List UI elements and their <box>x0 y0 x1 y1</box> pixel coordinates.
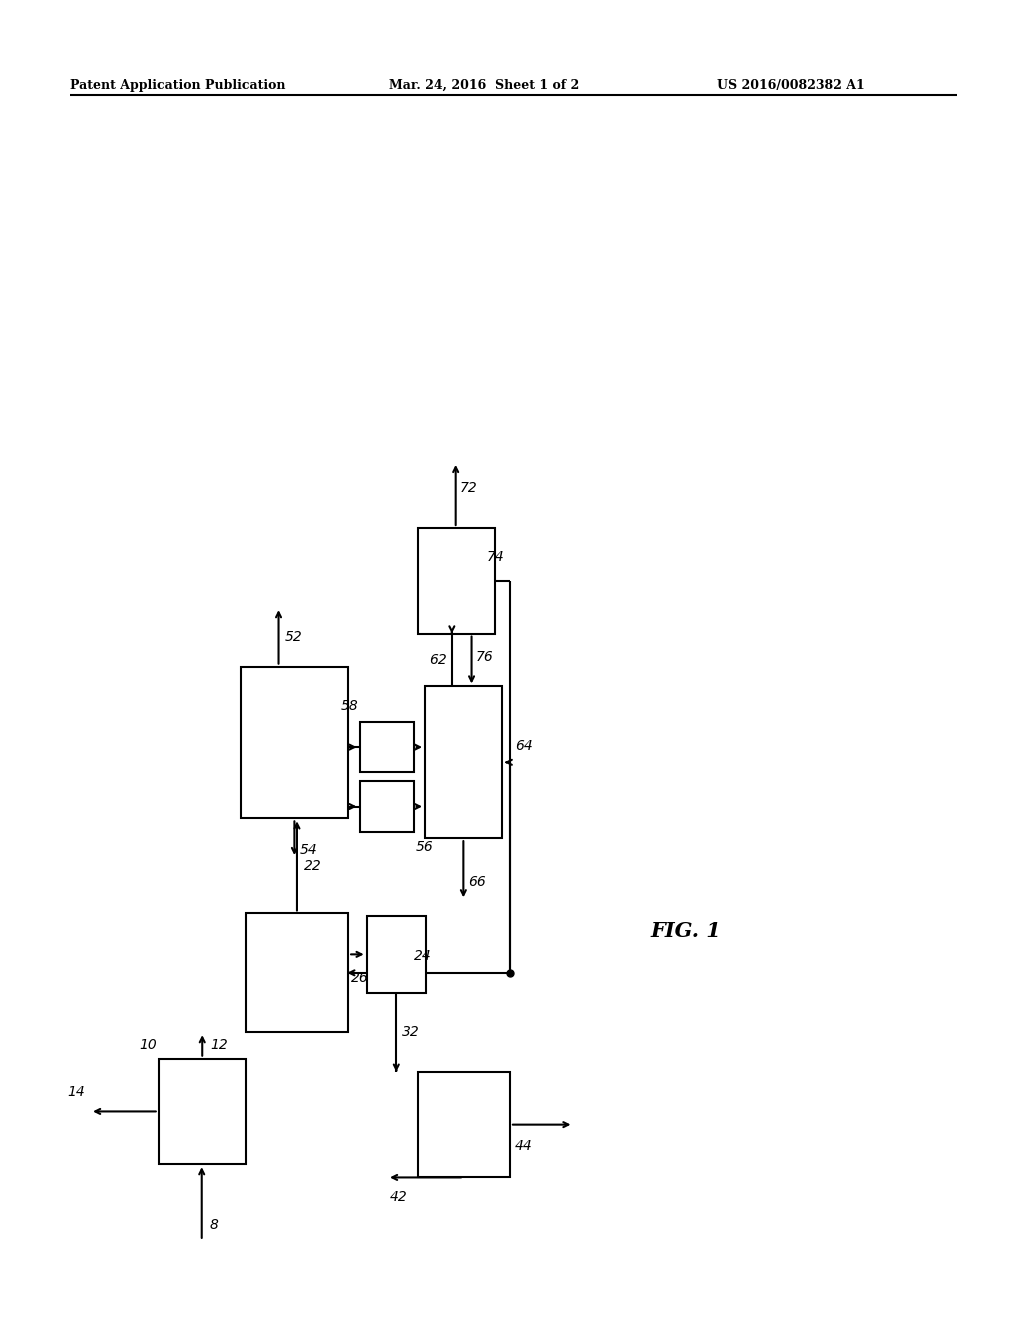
Text: 10: 10 <box>139 1039 157 1052</box>
Text: 64: 64 <box>515 739 532 754</box>
Text: 14: 14 <box>68 1085 85 1098</box>
Text: 58: 58 <box>341 700 358 713</box>
Text: US 2016/0082382 A1: US 2016/0082382 A1 <box>717 79 864 92</box>
Bar <box>241 667 348 818</box>
Bar <box>159 1059 246 1164</box>
Text: 52: 52 <box>285 630 302 644</box>
Bar <box>425 686 502 838</box>
Bar <box>360 781 414 832</box>
Text: Patent Application Publication: Patent Application Publication <box>70 79 285 92</box>
Bar <box>367 916 426 993</box>
Text: 72: 72 <box>460 482 477 495</box>
Text: FIG. 1: FIG. 1 <box>650 920 721 941</box>
Bar <box>418 528 495 634</box>
Text: 8: 8 <box>210 1218 219 1232</box>
Text: 26: 26 <box>351 972 369 985</box>
Text: 42: 42 <box>390 1191 408 1204</box>
Text: 12: 12 <box>211 1039 228 1052</box>
Text: 66: 66 <box>468 875 486 890</box>
Text: 24: 24 <box>414 949 431 962</box>
Text: Mar. 24, 2016  Sheet 1 of 2: Mar. 24, 2016 Sheet 1 of 2 <box>389 79 580 92</box>
Bar <box>246 913 348 1032</box>
Text: 56: 56 <box>416 841 433 854</box>
Text: 32: 32 <box>402 1026 420 1039</box>
Text: 62: 62 <box>429 653 446 667</box>
Text: 74: 74 <box>487 550 505 564</box>
Text: 76: 76 <box>475 651 494 664</box>
Text: 54: 54 <box>299 843 317 857</box>
Text: 44: 44 <box>515 1139 532 1152</box>
Bar <box>418 1072 510 1177</box>
Text: 22: 22 <box>304 859 322 873</box>
Bar <box>360 722 414 772</box>
